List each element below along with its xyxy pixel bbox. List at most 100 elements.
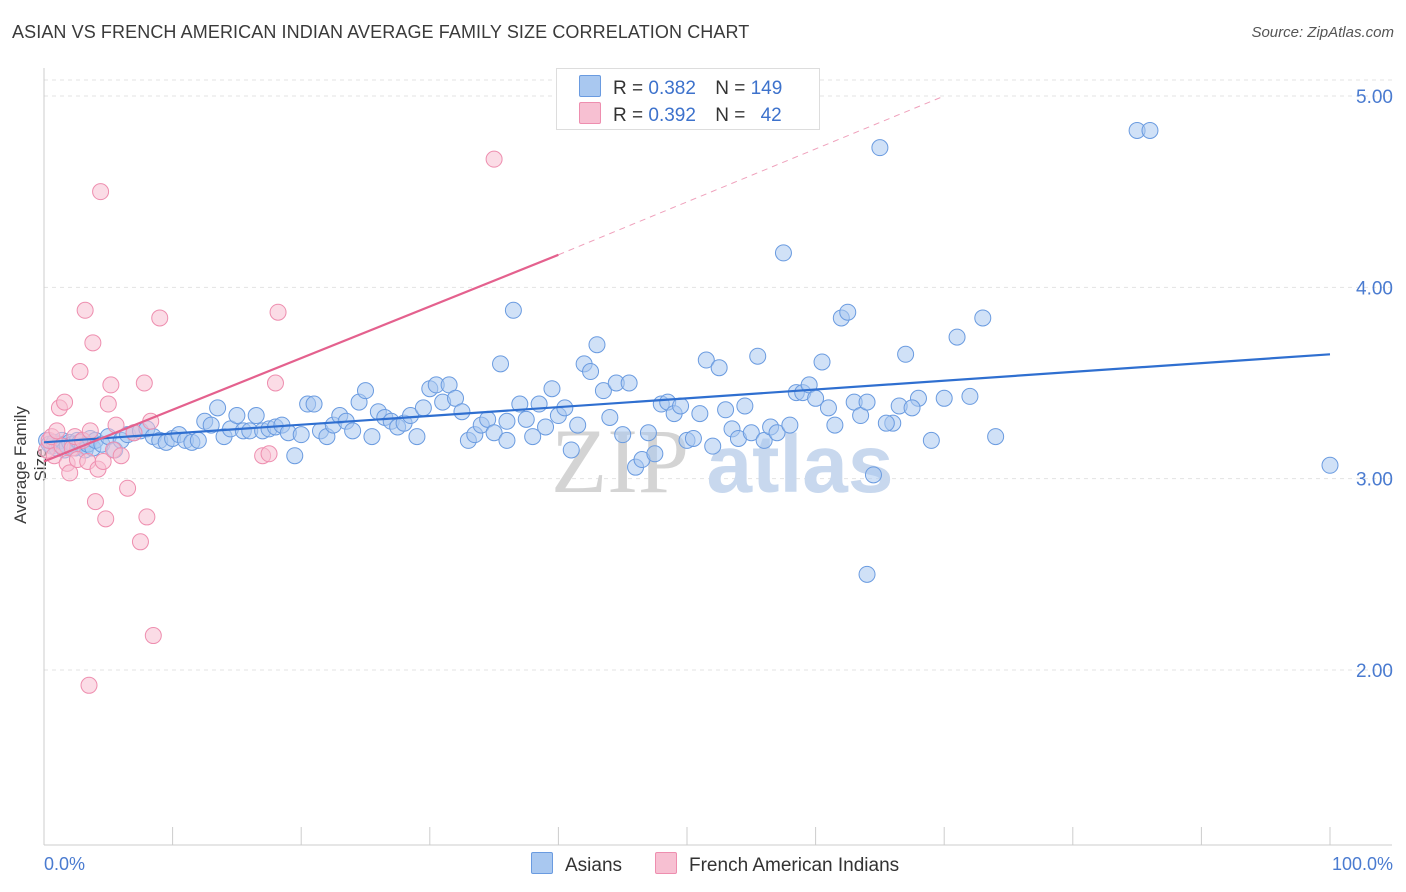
french-point <box>92 183 110 201</box>
french-point <box>86 493 104 511</box>
asian-point <box>774 244 792 262</box>
asian-point <box>864 466 882 484</box>
asian-point <box>498 431 516 449</box>
french-point <box>84 334 102 352</box>
asian-point <box>511 395 529 413</box>
chart-source: Source: ZipAtlas.com <box>1251 24 1394 41</box>
french-point <box>61 464 79 482</box>
y-tick-labels: 2.00 3.00 4.00 5.00 <box>1356 87 1393 682</box>
asian-point <box>948 328 966 346</box>
chart-title: ASIAN VS FRENCH AMERICAN INDIAN AVERAGE … <box>12 22 750 42</box>
asian-legend-swatch <box>531 852 553 874</box>
asian-point <box>646 445 664 463</box>
asian-point <box>639 424 657 442</box>
french-point <box>71 363 89 381</box>
asian-r-label: R = <box>613 78 644 99</box>
y-tick-label: 4.00 <box>1356 278 1393 299</box>
y-tick-label: 3.00 <box>1356 470 1393 491</box>
french-point <box>112 447 130 465</box>
asian-point <box>717 401 735 419</box>
french-point <box>151 309 169 327</box>
asian-point <box>562 441 580 459</box>
french-point <box>131 533 149 551</box>
french-r-label: R = <box>613 105 644 126</box>
french-point <box>81 422 99 440</box>
asian-point <box>768 424 786 442</box>
asian-point <box>543 380 561 398</box>
asian-point <box>684 429 702 447</box>
french-point <box>76 301 94 319</box>
asian-trend-line <box>43 353 1331 444</box>
asian-point <box>903 399 921 417</box>
asian-point <box>357 382 374 400</box>
asian-point <box>974 309 992 327</box>
y-tick-label: 5.00 <box>1356 87 1393 108</box>
correlation-legend: R = 0.382 N = 149 R = 0.392 N = 42 <box>556 68 820 130</box>
french-legend-swatch <box>655 852 677 874</box>
asian-point <box>858 393 876 411</box>
asian-point <box>1141 121 1159 139</box>
bottom-legend-french[interactable]: French American Indians <box>655 852 899 877</box>
asian-point <box>871 139 889 157</box>
asian-point <box>582 363 600 381</box>
asian-point <box>305 395 323 413</box>
asian-point <box>189 431 207 449</box>
asian-point <box>877 414 895 432</box>
trend-lines <box>43 95 1331 463</box>
french-n-label: N = <box>715 105 746 126</box>
asian-point <box>987 428 1005 446</box>
asian-n-value: 149 <box>750 78 783 99</box>
asian-point <box>453 403 471 421</box>
asian-point <box>620 374 638 392</box>
legend-row-french: R = 0.392 N = 42 <box>579 102 782 127</box>
asian-point <box>202 416 220 434</box>
french-n-value: 42 <box>760 105 782 126</box>
french-point <box>56 393 74 411</box>
french-trend-line <box>43 253 559 463</box>
asian-point <box>292 426 310 444</box>
asian-point <box>1321 456 1339 474</box>
asian-point <box>344 422 362 440</box>
asian-point <box>697 351 715 369</box>
asian-n-label: N = <box>715 78 746 99</box>
asian-point <box>537 418 555 436</box>
asian-point <box>588 336 606 354</box>
asian-point <box>672 397 690 415</box>
french-point <box>99 395 117 413</box>
asian-point <box>524 428 542 446</box>
asian-point <box>228 407 246 425</box>
asian-point <box>414 399 432 417</box>
bottom-legend-asians[interactable]: Asians <box>531 852 622 877</box>
french-trend-line-extended <box>558 95 945 256</box>
asian-point <box>819 399 837 417</box>
legend-row-asians: R = 0.382 N = 149 <box>579 75 782 100</box>
asian-point <box>408 428 426 446</box>
asian-point <box>402 407 420 425</box>
french-point <box>485 150 503 168</box>
french-point <box>135 374 153 392</box>
asian-point <box>209 399 227 417</box>
asian-point <box>492 355 510 373</box>
asian-point <box>710 359 728 377</box>
asian-point <box>922 431 940 449</box>
asian-point <box>839 303 857 321</box>
asian-points <box>38 121 1339 583</box>
french-legend-label: French American Indians <box>689 855 900 876</box>
asian-point <box>826 416 844 434</box>
asian-point <box>961 387 979 405</box>
asian-point <box>569 416 587 434</box>
x-tick-labels: 0.0% 100.0% <box>44 854 1393 874</box>
asian-point <box>363 428 381 446</box>
asian-point <box>736 397 754 415</box>
asian-point <box>286 447 304 465</box>
french-points <box>38 150 503 694</box>
asian-point <box>749 347 767 365</box>
french-point <box>80 676 98 694</box>
french-point <box>144 627 162 645</box>
french-point <box>260 445 278 463</box>
asian-point <box>897 345 915 363</box>
french-point <box>97 510 115 528</box>
french-swatch <box>579 102 601 124</box>
asian-point <box>813 353 831 371</box>
x-tick-label-start: 0.0% <box>44 854 85 874</box>
